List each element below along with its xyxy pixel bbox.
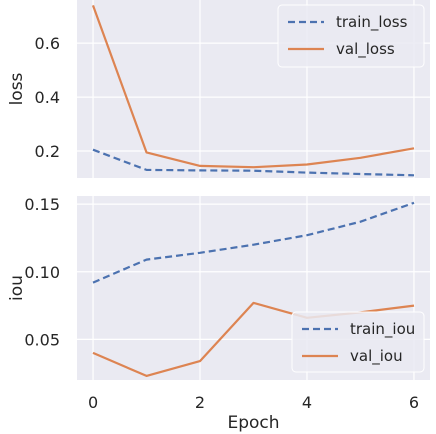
legend-label: val_loss: [336, 40, 395, 59]
y-tick-label: 0.2: [35, 142, 60, 161]
legend-label: train_iou: [350, 320, 415, 339]
y-axis-label: iou: [7, 275, 27, 301]
legend: train_iou val_iou: [291, 311, 425, 373]
iou-panel: 0.05 0.10 0.15 0 2 4 6 iou Epoch train_iou val_iou: [7, 195, 430, 433]
x-tick-label: 0: [88, 393, 98, 412]
y-axis-label: loss: [7, 72, 27, 105]
legend: train_loss val_loss: [277, 4, 425, 68]
legend-box: [277, 4, 425, 68]
y-tick-label: 0.05: [24, 330, 60, 349]
legend-label: val_iou: [350, 347, 403, 366]
y-tick-label: 0.6: [35, 34, 60, 53]
x-axis-label: Epoch: [227, 413, 279, 433]
x-tick-label: 2: [195, 393, 205, 412]
y-tick-label: 0.4: [35, 88, 60, 107]
legend-label: train_loss: [336, 13, 408, 32]
y-tick-label: 0.15: [24, 195, 60, 214]
series-line-val_loss: [91, 5, 415, 169]
loss-panel: 0.2 0.4 0.6 loss train_loss val_loss: [7, 0, 430, 178]
series-line-train_loss: [92, 148, 415, 177]
x-tick-label: 6: [409, 393, 419, 412]
x-tick-label: 4: [302, 393, 312, 412]
series-line-train_iou: [92, 201, 415, 284]
y-tick-label: 0.10: [24, 263, 60, 282]
